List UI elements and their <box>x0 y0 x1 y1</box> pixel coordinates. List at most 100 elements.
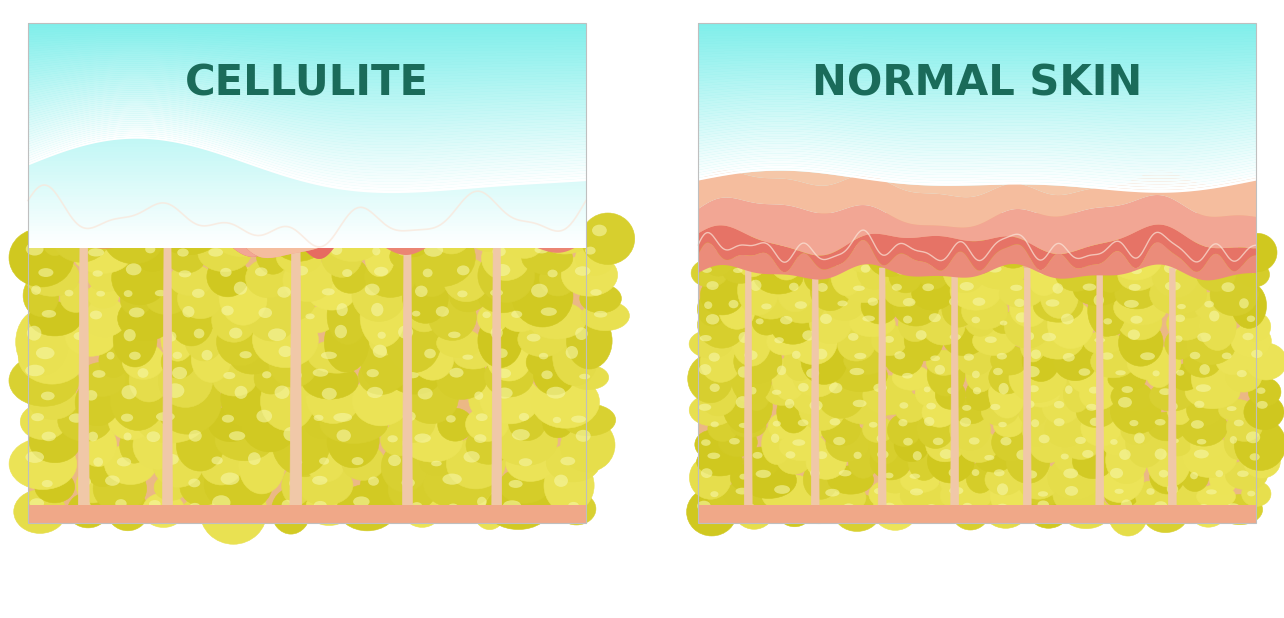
Ellipse shape <box>92 270 103 277</box>
Ellipse shape <box>1086 404 1098 411</box>
Ellipse shape <box>710 384 720 392</box>
Ellipse shape <box>424 459 494 509</box>
Ellipse shape <box>935 380 966 409</box>
Ellipse shape <box>586 247 596 255</box>
Bar <box>28 281 586 284</box>
Ellipse shape <box>690 456 732 499</box>
Ellipse shape <box>806 444 846 480</box>
Polygon shape <box>28 123 586 173</box>
Ellipse shape <box>915 379 940 405</box>
Ellipse shape <box>26 242 44 256</box>
Bar <box>28 85 586 88</box>
Ellipse shape <box>390 243 425 269</box>
Polygon shape <box>698 117 1256 133</box>
Polygon shape <box>28 123 586 213</box>
Ellipse shape <box>294 266 308 276</box>
Ellipse shape <box>361 332 412 391</box>
Ellipse shape <box>1165 434 1190 456</box>
Ellipse shape <box>964 353 975 361</box>
Ellipse shape <box>108 404 153 440</box>
Ellipse shape <box>168 265 213 296</box>
Bar <box>28 23 586 27</box>
Ellipse shape <box>1153 370 1159 376</box>
Ellipse shape <box>404 371 458 424</box>
Ellipse shape <box>544 459 594 513</box>
Ellipse shape <box>903 438 913 446</box>
Ellipse shape <box>883 502 895 512</box>
Ellipse shape <box>172 367 187 379</box>
Ellipse shape <box>913 451 922 460</box>
Bar <box>28 85 586 88</box>
Ellipse shape <box>723 380 773 433</box>
Polygon shape <box>698 126 1256 145</box>
Ellipse shape <box>1064 386 1072 394</box>
Ellipse shape <box>854 353 867 359</box>
Ellipse shape <box>991 424 1032 462</box>
Bar <box>698 173 1256 176</box>
Ellipse shape <box>474 391 483 400</box>
Bar <box>28 47 586 51</box>
Ellipse shape <box>517 321 568 357</box>
Polygon shape <box>28 35 586 43</box>
Ellipse shape <box>1210 463 1238 494</box>
Polygon shape <box>28 116 586 162</box>
Ellipse shape <box>731 353 772 404</box>
Ellipse shape <box>877 434 885 442</box>
Ellipse shape <box>547 269 557 277</box>
Ellipse shape <box>462 355 474 360</box>
Ellipse shape <box>191 336 231 383</box>
Ellipse shape <box>322 288 335 295</box>
Ellipse shape <box>1094 244 1104 254</box>
Bar <box>698 54 1256 57</box>
Polygon shape <box>28 96 586 133</box>
Polygon shape <box>28 71 586 96</box>
Ellipse shape <box>1116 370 1126 375</box>
Ellipse shape <box>447 438 506 489</box>
Ellipse shape <box>406 227 475 287</box>
Ellipse shape <box>493 416 557 465</box>
Bar <box>28 173 586 523</box>
Polygon shape <box>28 27 586 32</box>
Ellipse shape <box>494 264 510 276</box>
Ellipse shape <box>30 420 81 463</box>
Polygon shape <box>698 23 1256 26</box>
Bar <box>28 88 586 91</box>
Ellipse shape <box>1007 438 1050 483</box>
Polygon shape <box>28 125 586 176</box>
Bar <box>28 203 586 206</box>
Ellipse shape <box>1040 272 1079 318</box>
Bar <box>28 51 586 54</box>
Ellipse shape <box>831 254 863 296</box>
Bar <box>28 27 586 30</box>
Ellipse shape <box>765 383 800 405</box>
Ellipse shape <box>146 286 187 315</box>
Ellipse shape <box>65 224 82 235</box>
Bar <box>698 126 1256 129</box>
Ellipse shape <box>1154 501 1167 510</box>
Bar <box>28 277 586 281</box>
Ellipse shape <box>907 240 958 269</box>
Ellipse shape <box>892 365 931 390</box>
Polygon shape <box>28 36 586 46</box>
Ellipse shape <box>761 423 792 465</box>
Ellipse shape <box>899 402 908 408</box>
Ellipse shape <box>990 404 1000 410</box>
Ellipse shape <box>80 501 91 509</box>
Ellipse shape <box>706 281 719 290</box>
Ellipse shape <box>1026 400 1035 408</box>
Bar <box>28 32 586 34</box>
Ellipse shape <box>212 298 257 342</box>
Ellipse shape <box>551 229 565 235</box>
Ellipse shape <box>403 412 416 421</box>
Ellipse shape <box>36 347 54 359</box>
Ellipse shape <box>1102 430 1129 455</box>
Ellipse shape <box>369 324 399 355</box>
Ellipse shape <box>526 348 560 377</box>
Ellipse shape <box>799 384 846 430</box>
Ellipse shape <box>778 275 813 312</box>
Ellipse shape <box>1026 470 1037 478</box>
Ellipse shape <box>73 332 87 341</box>
Ellipse shape <box>1054 342 1097 381</box>
Ellipse shape <box>733 268 742 273</box>
Ellipse shape <box>182 306 194 318</box>
